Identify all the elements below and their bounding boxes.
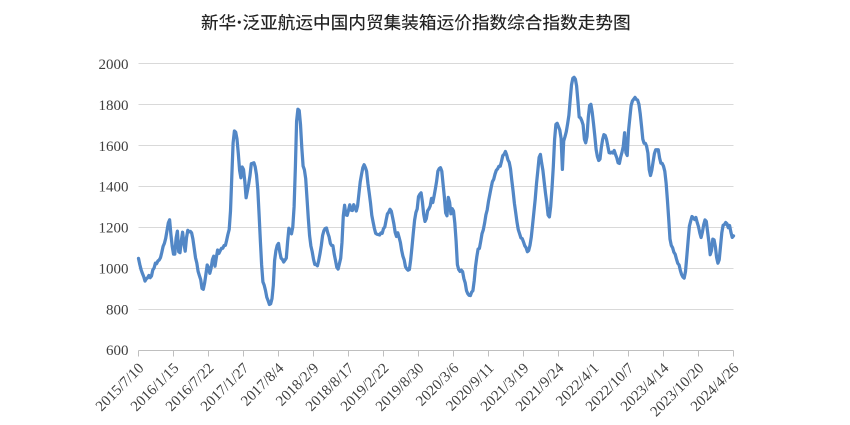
svg-text:1400: 1400 bbox=[99, 180, 129, 196]
svg-text:600: 600 bbox=[106, 343, 129, 359]
svg-text:2000: 2000 bbox=[99, 57, 129, 73]
svg-text:1000: 1000 bbox=[99, 261, 129, 277]
svg-text:1600: 1600 bbox=[99, 139, 129, 155]
svg-text:800: 800 bbox=[106, 302, 129, 318]
svg-text:1200: 1200 bbox=[99, 221, 129, 237]
svg-text:1800: 1800 bbox=[99, 98, 129, 114]
